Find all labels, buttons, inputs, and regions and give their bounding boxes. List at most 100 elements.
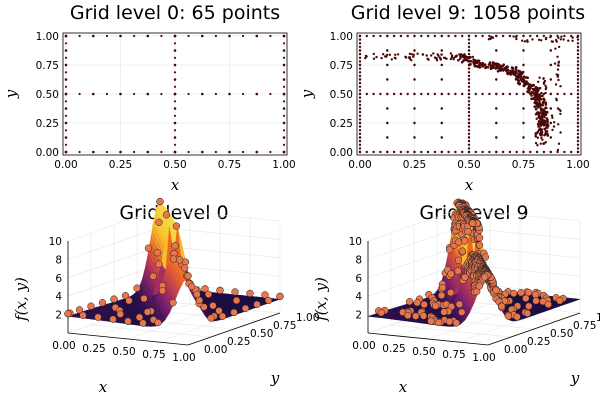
data-point	[492, 62, 495, 65]
data-point	[576, 114, 580, 118]
data-point	[413, 121, 416, 125]
data-point	[406, 34, 409, 38]
surface-marker	[207, 314, 215, 322]
data-point	[358, 92, 362, 96]
data-point	[64, 42, 68, 45]
data-point	[549, 150, 552, 154]
data-point	[467, 107, 471, 110]
data-point	[467, 110, 471, 114]
surface-marker	[458, 247, 467, 255]
surface-marker	[171, 242, 179, 250]
data-point	[576, 56, 580, 59]
data-point	[358, 96, 362, 99]
data-point	[551, 116, 554, 119]
data-point	[474, 60, 477, 63]
data-point	[556, 75, 559, 78]
data-point	[576, 107, 580, 110]
data-point	[64, 129, 68, 132]
data-point	[549, 78, 552, 81]
panel-1-xlabel: x	[171, 176, 180, 194]
y-tick-label: 1.00	[36, 31, 59, 43]
data-point	[282, 100, 286, 103]
data-point	[386, 92, 389, 96]
data-point	[553, 62, 557, 65]
data-point	[504, 67, 508, 70]
data-point	[576, 45, 580, 49]
data-point	[467, 34, 471, 38]
y-tick-label: 0.75	[273, 320, 296, 332]
data-point	[282, 78, 286, 81]
data-point	[542, 34, 546, 38]
data-point	[386, 136, 389, 139]
data-point	[543, 80, 546, 83]
data-point	[64, 85, 68, 88]
y-gridline	[390, 233, 512, 338]
data-point	[535, 150, 539, 154]
data-point	[173, 92, 177, 96]
x-tick-label: 0.00	[348, 159, 371, 171]
data-point	[467, 85, 471, 89]
surface-marker	[156, 197, 164, 206]
data-point	[576, 67, 580, 70]
data-point	[557, 36, 560, 39]
panel-3-zlabel: f(x, y)	[12, 277, 30, 322]
panel-surface-level-9: Grid level 9 0.00 0.000.250.250.500.500.7…	[312, 198, 600, 396]
data-point	[540, 39, 543, 42]
data-point	[461, 150, 464, 154]
data-point	[394, 57, 397, 60]
data-point	[269, 92, 272, 96]
data-point	[545, 86, 548, 89]
surface-marker	[87, 302, 95, 310]
y-tick-label: 1.00	[596, 312, 600, 324]
data-point	[173, 49, 177, 52]
surface-marker	[513, 313, 521, 321]
data-point	[576, 81, 580, 85]
y-tick-label: 0.50	[36, 89, 59, 101]
data-point	[534, 85, 538, 89]
data-point	[540, 116, 543, 120]
data-point	[173, 63, 177, 67]
surface-marker	[110, 295, 118, 303]
data-point	[433, 34, 437, 38]
data-point	[539, 107, 543, 110]
data-point	[449, 57, 453, 61]
data-point	[421, 53, 425, 56]
x-gridline	[487, 221, 581, 346]
data-point	[460, 60, 464, 64]
axis-line	[367, 332, 489, 346]
x-tick-label: 0.00	[52, 340, 75, 352]
data-point	[255, 92, 258, 96]
data-point	[549, 49, 552, 52]
data-point	[576, 121, 580, 125]
data-point	[282, 143, 286, 146]
data-point	[557, 64, 560, 67]
surface-marker	[175, 256, 184, 264]
surface-marker	[116, 310, 124, 318]
data-point	[64, 114, 68, 117]
surface-marker	[162, 211, 171, 219]
surface-marker	[195, 296, 204, 304]
data-point	[282, 114, 286, 117]
data-point	[467, 45, 471, 49]
data-point	[214, 92, 217, 96]
y-tick-label: 0.75	[330, 60, 353, 72]
data-point	[518, 75, 522, 78]
surface-marker	[144, 244, 153, 252]
data-point	[542, 97, 546, 101]
data-point	[557, 123, 560, 126]
data-point	[173, 150, 177, 154]
data-point	[461, 92, 464, 96]
data-point	[516, 76, 519, 79]
data-point	[413, 34, 416, 38]
y-tick-label: 0.25	[527, 336, 550, 348]
data-point	[549, 136, 552, 139]
data-point	[576, 92, 580, 96]
data-point	[541, 94, 544, 98]
data-point	[379, 150, 382, 154]
data-point	[536, 122, 540, 126]
surface-marker	[169, 255, 178, 263]
data-point	[560, 35, 563, 38]
surface-marker	[475, 234, 484, 242]
data-point	[558, 108, 561, 111]
data-point	[522, 150, 525, 154]
